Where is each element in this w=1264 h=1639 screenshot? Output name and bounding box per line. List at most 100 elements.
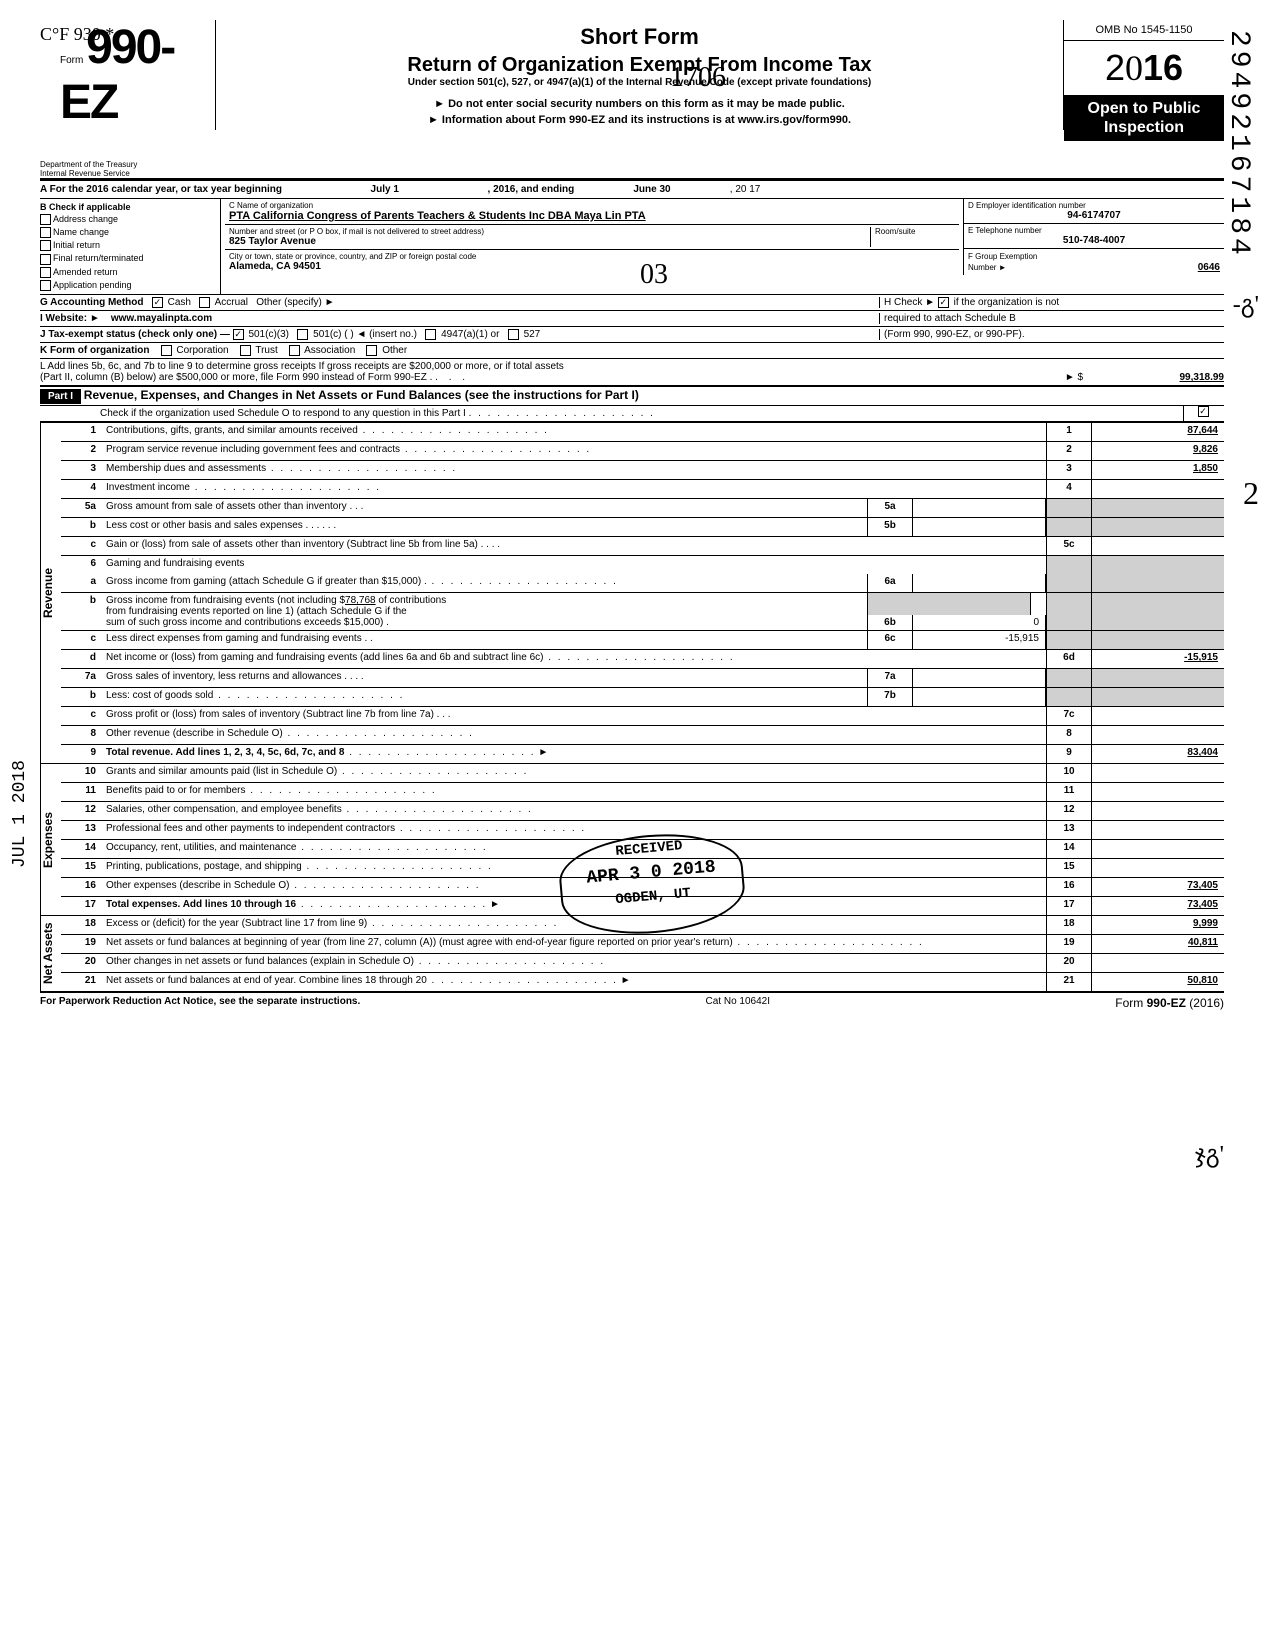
cb-527[interactable] (508, 329, 519, 340)
vertical-barcode-number: 29492167184 (1223, 30, 1254, 259)
section-d-ein: D Employer identification number 94-6174… (964, 199, 1224, 224)
row-a-begin: July 1 (285, 184, 485, 195)
l13-val (1092, 821, 1224, 839)
l6b-text: Gross income from fundraising events (no… (102, 593, 867, 630)
l18-text: Excess or (deficit) for the year (Subtra… (106, 918, 367, 929)
l6d-num: d (61, 650, 102, 668)
section-f-group: F Group Exemption Number ► 0646 (964, 249, 1224, 275)
l18-val: 9,999 (1092, 916, 1224, 934)
l11-val (1092, 783, 1224, 801)
l5a-text: Gross amount from sale of assets other t… (106, 501, 347, 512)
l16-val: 73,405 (1092, 878, 1224, 896)
cb-schedule-b[interactable]: ✓ (938, 297, 949, 308)
l6a-subval (913, 574, 1046, 592)
l12-rnum: 12 (1046, 802, 1092, 820)
cb-cash[interactable]: ✓ (152, 297, 163, 308)
d-value: 94-6174707 (968, 210, 1220, 221)
right-info-column: D Employer identification number 94-6174… (963, 199, 1224, 275)
cb-other-org[interactable] (366, 345, 377, 356)
l7b-rnum (1046, 688, 1092, 706)
header-ssn-note: ► Do not enter social security numbers o… (226, 98, 1053, 110)
c-street: 825 Taylor Avenue (229, 236, 870, 247)
l5a-rval (1092, 499, 1224, 517)
section-b-title: B Check if applicable (40, 201, 220, 213)
l13-text: Professional fees and other payments to … (106, 823, 395, 834)
l6d-text: Net income or (loss) from gaming and fun… (106, 652, 543, 663)
l6c-text: Less direct expenses from gaming and fun… (106, 633, 362, 644)
footer-left: For Paperwork Reduction Act Notice, see … (40, 996, 360, 1007)
l6a-sub: 6a (867, 574, 913, 592)
l7b-sub: 7b (867, 688, 913, 706)
handwritten-cf: C°F 930 * (40, 25, 114, 43)
l6a-num: a (61, 574, 102, 592)
form-word: Form (60, 55, 83, 66)
cb-accrual[interactable] (199, 297, 210, 308)
l1-num: 1 (61, 423, 102, 441)
cb-501c[interactable] (297, 329, 308, 340)
header-info-url: ► Information about Form 990-EZ and its … (226, 114, 1053, 126)
l6b-subval: 0 (913, 615, 1046, 630)
e-value: 510-748-4007 (968, 235, 1220, 246)
l6c-rnum (1046, 631, 1092, 649)
l7a-rval (1092, 669, 1224, 687)
inspection-line2: Inspection (1068, 118, 1220, 137)
l7a-num: 7a (61, 669, 102, 687)
cb-initial-return[interactable]: Initial return (40, 239, 220, 252)
l5a-num: 5a (61, 499, 102, 517)
cb-4947[interactable] (425, 329, 436, 340)
cb-trust[interactable] (240, 345, 251, 356)
g-other: Other (specify) ► (256, 297, 334, 308)
l14-rnum: 14 (1046, 840, 1092, 858)
l4-val (1092, 480, 1224, 498)
l12-val (1092, 802, 1224, 820)
cb-schedule-o[interactable]: ✓ (1198, 406, 1209, 417)
side-netassets: Net Assets (40, 916, 61, 991)
l14-val (1092, 840, 1224, 858)
cb-assoc[interactable] (289, 345, 300, 356)
revenue-section: Revenue 1Contributions, gifts, grants, a… (40, 422, 1224, 763)
footer-mid: Cat No 10642I (706, 996, 771, 1010)
dept-treasury: Department of the Treasury (40, 130, 215, 169)
f-label2: Number ► (968, 263, 1007, 272)
received-stamp: RECEIVED APR 3 0 2018 OGDEN, UT (558, 832, 745, 936)
i-website: www.mayalinpta.com (111, 313, 212, 324)
l6c-sub: 6c (867, 631, 913, 649)
l17-val: 73,405 (1092, 897, 1224, 915)
l5a-rnum (1046, 499, 1092, 517)
l21-val: 50,810 (1092, 973, 1224, 991)
cb-application-pending[interactable]: Application pending (40, 279, 220, 292)
cb-amended-return[interactable]: Amended return (40, 266, 220, 279)
l7a-text: Gross sales of inventory, less returns a… (106, 671, 341, 682)
cb-final-return[interactable]: Final return/terminated (40, 252, 220, 265)
cb-501c3[interactable]: ✓ (233, 329, 244, 340)
omb-number: OMB No 1545-1150 (1064, 20, 1224, 41)
section-c-org: C Name of organization PTA California Co… (225, 199, 959, 274)
l7c-val (1092, 707, 1224, 725)
l9-rnum: 9 (1046, 745, 1092, 763)
i-label: I Website: ► (40, 313, 100, 324)
l11-num: 11 (61, 783, 102, 801)
l6b-num: b (61, 593, 102, 630)
cb-address-change[interactable]: Address change (40, 213, 220, 226)
h-text4: (Form 990, 990-EZ, or 990-PF). (879, 329, 1224, 340)
l6b-rval (1092, 593, 1224, 630)
l5c-rnum: 5c (1046, 537, 1092, 555)
h-text1: H Check ► (884, 297, 938, 308)
l5a-sub: 5a (867, 499, 913, 517)
l16-num: 16 (61, 878, 102, 896)
cb-name-change[interactable]: Name change (40, 226, 220, 239)
l19-num: 19 (61, 935, 102, 953)
l20-rnum: 20 (1046, 954, 1092, 972)
side-expenses: Expenses (40, 764, 61, 915)
l10-rnum: 10 (1046, 764, 1092, 782)
l9-num: 9 (61, 745, 102, 763)
l4-text: Investment income (106, 482, 190, 493)
l5b-rnum (1046, 518, 1092, 536)
e-label: E Telephone number (968, 226, 1220, 235)
l20-val (1092, 954, 1224, 972)
l7b-text: Less: cost of goods sold (106, 690, 213, 701)
l6a-text: Gross income from gaming (attach Schedul… (106, 576, 427, 587)
l10-text: Grants and similar amounts paid (list in… (106, 766, 337, 777)
header-title-short: Short Form (226, 24, 1053, 50)
cb-corp[interactable] (161, 345, 172, 356)
